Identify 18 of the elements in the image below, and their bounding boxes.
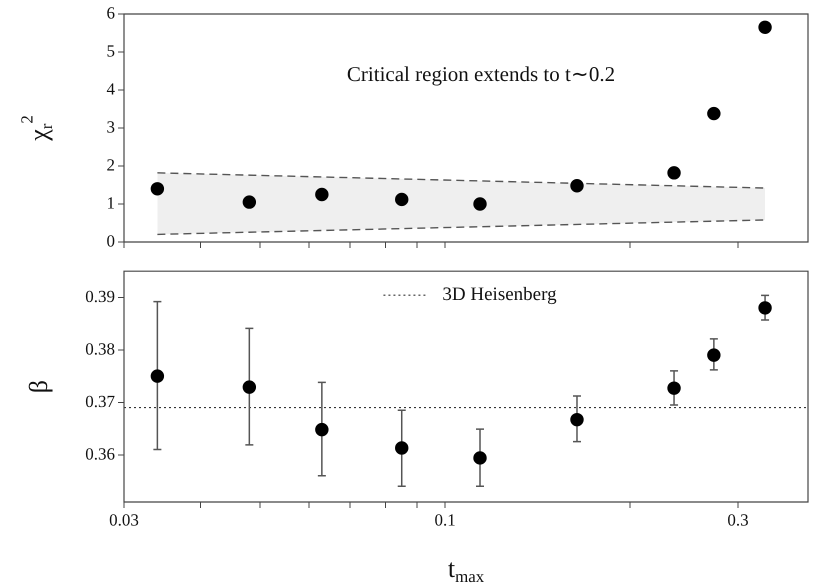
x-tick-label: 0.1 — [434, 510, 456, 530]
y-tick-label: 0.37 — [85, 392, 116, 411]
x-tick-label: 0.3 — [727, 510, 749, 530]
y-tick-label: 0 — [106, 231, 115, 250]
x-tick-label: 0.03 — [109, 510, 139, 530]
y-tick-label: 0.39 — [85, 286, 115, 306]
y-tick-label: 3 — [106, 117, 115, 136]
legend-label: 3D Heisenberg — [442, 284, 558, 306]
y-tick-label: 6 — [106, 3, 115, 22]
annotation: Critical region extends to t∼0.2 — [346, 62, 616, 86]
y-axis-title: β — [24, 380, 53, 394]
y-tick-label: 0.38 — [85, 339, 115, 358]
y-axis-title: χr2 — [18, 115, 56, 142]
y-tick-label: 1 — [106, 193, 115, 212]
y-tick-label: 0.36 — [85, 444, 115, 464]
y-tick-label: 4 — [106, 79, 116, 98]
y-tick-label: 2 — [106, 155, 115, 174]
y-tick-label: 5 — [106, 41, 115, 60]
